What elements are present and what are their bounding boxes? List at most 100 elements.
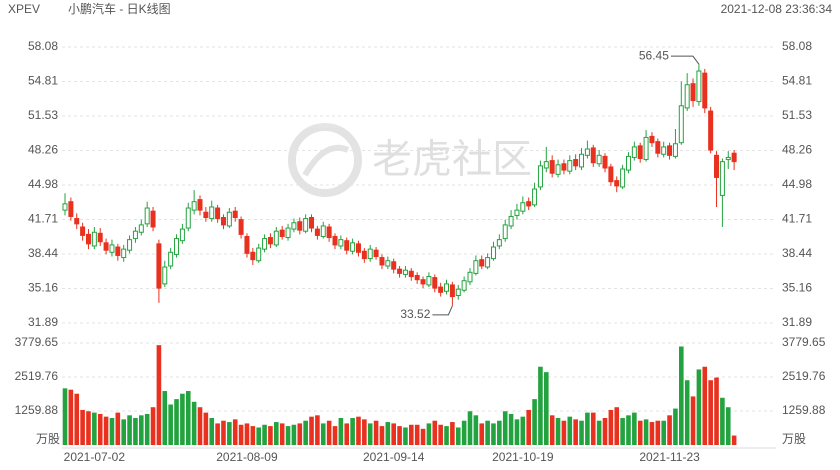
volume-bar <box>637 420 643 445</box>
candle-body <box>197 199 203 211</box>
volume-tick-label: 2519.76 <box>15 369 59 383</box>
volume-bar <box>579 420 584 445</box>
volume-bar <box>690 396 696 445</box>
volume-bar <box>367 423 373 445</box>
volume-bar <box>320 423 326 445</box>
volume-bar <box>62 388 68 445</box>
x-tick-label: 2021-09-14 <box>363 450 425 464</box>
volume-bar <box>168 404 173 445</box>
volume-bar <box>632 412 637 445</box>
volume-bar <box>538 366 543 445</box>
candle-body <box>561 163 567 171</box>
candle-body <box>332 235 338 246</box>
candle-body <box>256 247 262 262</box>
y-tick-label: 58.08 <box>28 39 58 53</box>
candle-body <box>179 228 185 242</box>
volume-bar <box>725 407 731 445</box>
candle-body <box>725 156 731 161</box>
candle-body <box>625 155 631 171</box>
volume-bar <box>561 420 567 445</box>
candle-body <box>262 238 268 250</box>
volume-bar <box>520 416 526 445</box>
volume-bar <box>268 426 273 445</box>
volume-bar <box>544 372 549 445</box>
y-tick-label: 51.53 <box>28 108 58 122</box>
volume-bar <box>250 426 256 445</box>
volume-tick-label-right: 2519.76 <box>782 369 826 383</box>
candle-body <box>215 207 221 220</box>
volume-bar <box>391 423 396 445</box>
volume-bar <box>696 369 702 445</box>
y-tick-label-right: 48.26 <box>782 143 812 157</box>
candle-body <box>344 240 350 251</box>
candle-body <box>672 143 678 157</box>
volume-bar <box>661 420 666 445</box>
volume-bar <box>602 418 608 445</box>
volume-bar <box>92 412 97 445</box>
volume-bar <box>467 411 473 445</box>
volume-bar <box>549 415 555 445</box>
candle-body <box>532 188 538 206</box>
candle-body <box>678 105 684 144</box>
volume-bar <box>309 416 314 445</box>
candle-body <box>426 276 432 286</box>
candle-body <box>203 211 209 219</box>
candle-body <box>220 217 226 226</box>
candle-body <box>579 153 585 168</box>
candle-body <box>631 146 637 158</box>
volume-bar <box>303 420 308 445</box>
volume-bar <box>297 423 303 445</box>
candle-body <box>514 209 520 216</box>
candle-body <box>85 233 91 245</box>
candle-body <box>80 226 86 236</box>
stock-name: 小鹏汽车 - 日K线图 <box>68 1 171 16</box>
candle-body <box>232 210 238 219</box>
volume-bar <box>68 389 74 445</box>
candle-body <box>432 277 438 289</box>
volume-bar <box>596 420 602 445</box>
volume-bar <box>567 416 573 445</box>
volume-bar <box>344 423 350 445</box>
candle-body <box>549 160 555 174</box>
y-tick-label: 38.44 <box>28 246 58 260</box>
volume-bar <box>86 411 91 445</box>
volume-bar <box>326 420 332 445</box>
volume-bar <box>356 416 361 445</box>
watermark: 老虎社区 <box>372 138 532 182</box>
volume-tick-label-right: 1259.88 <box>782 403 826 417</box>
volume-tick-label-right: 3779.65 <box>782 335 826 349</box>
y-tick-label-right: 44.98 <box>782 177 812 191</box>
y-tick-label-right: 54.81 <box>782 74 812 88</box>
candle-body <box>608 166 614 183</box>
volume-bar <box>97 413 103 445</box>
candle-body <box>62 203 68 211</box>
candle-body <box>584 148 590 156</box>
volume-bar <box>673 408 678 445</box>
max-leader <box>670 55 700 65</box>
candle-body <box>731 152 737 163</box>
candle-body <box>397 268 403 274</box>
volume-unit: 万股 <box>782 432 806 446</box>
candle-body <box>309 217 315 229</box>
candle-body <box>620 168 626 188</box>
candle-body <box>391 261 397 270</box>
volume-bar <box>502 411 508 445</box>
candle-body <box>708 110 714 151</box>
candle-body <box>526 201 532 207</box>
candle-body <box>414 274 420 281</box>
volume-bar <box>185 391 191 445</box>
candle-body <box>367 248 373 260</box>
volume-bar <box>655 420 661 445</box>
candle-body <box>719 161 725 196</box>
candle-body <box>338 239 344 247</box>
volume-bar <box>191 401 197 445</box>
candle-body <box>655 141 661 154</box>
timestamp: 2021-12-08 23:36:34 <box>721 2 833 16</box>
candle-body <box>320 225 326 237</box>
volume-bar <box>679 346 684 445</box>
volume-bar <box>409 424 414 445</box>
candle-body <box>273 230 279 246</box>
candle-body <box>244 235 250 254</box>
volume-bar <box>573 419 578 445</box>
